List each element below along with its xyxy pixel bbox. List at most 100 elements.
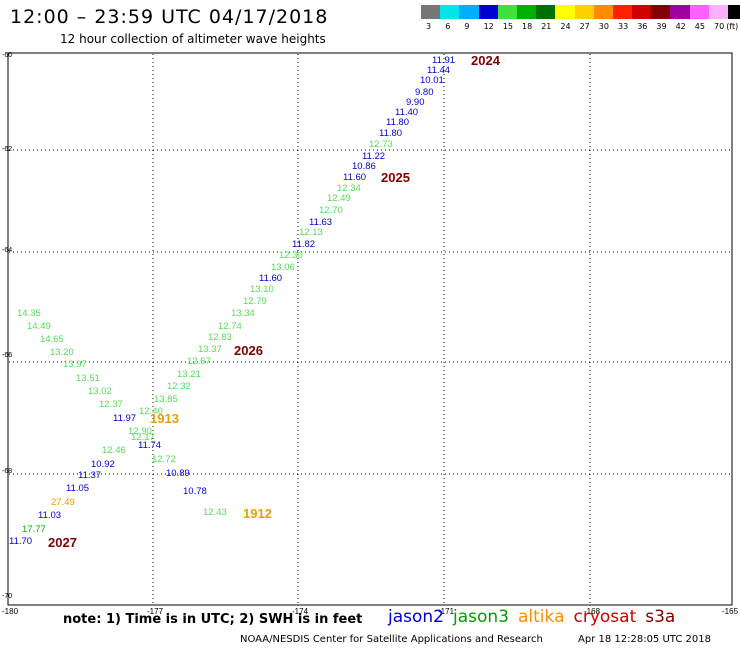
swh-value: 11.74 <box>138 440 161 451</box>
swh-value: 13.10 <box>250 284 274 295</box>
swh-value: 11.37 <box>78 470 101 481</box>
swh-value: 12.13 <box>299 227 323 238</box>
swh-value: 12.30 <box>279 250 303 261</box>
swh-value: 11.80 <box>379 128 402 139</box>
legend-swatch <box>612 5 633 19</box>
legend-swatch <box>632 5 652 19</box>
swh-value: 12.34 <box>337 183 361 194</box>
swh-value: 11.40 <box>395 107 418 118</box>
legend-swatch <box>555 5 575 19</box>
swh-value: 10.78 <box>183 486 207 497</box>
lon-tick-label: -177 <box>147 607 164 616</box>
legend-label: 70 <box>714 22 725 31</box>
lon-tick-label: -180 <box>2 607 19 616</box>
legend-swatch <box>728 5 740 19</box>
lat-tick-label: -64 <box>2 247 12 254</box>
axis-ticks: -180 -177 -174 -171 -168 -165 -60 -62 -64 -66 -68 -… <box>2 52 739 616</box>
swh-value: 10.01 <box>420 75 444 86</box>
swh-value: 11.63 <box>309 217 332 228</box>
legend-label: 24 <box>560 22 571 31</box>
swh-value: 12.83 <box>208 332 232 343</box>
swh-value: 12.70 <box>319 205 343 216</box>
legend-swatch <box>651 5 671 19</box>
swh-value: 12.74 <box>218 321 242 332</box>
satellite-s3a: s3a <box>645 607 676 627</box>
swh-value: 12.43 <box>203 507 227 518</box>
legend-label: 42 <box>675 22 686 31</box>
swh-value: 12.49 <box>327 193 351 204</box>
map-title: 12:00 – 23:59 UTC 04/17/2018 <box>10 6 329 28</box>
lon-tick-label: -171 <box>438 607 455 616</box>
swh-value: 11.97 <box>113 413 136 424</box>
legend-label: 21 <box>541 22 552 31</box>
legend-label: (ft) <box>726 22 739 31</box>
swh-value: 12.17 <box>131 432 155 443</box>
legend-swatch <box>516 5 537 19</box>
swh-value: 11.70 <box>9 536 32 547</box>
legend-swatch <box>440 5 460 19</box>
swh-value: 12.90 <box>128 426 152 437</box>
legend-label: 9 <box>464 22 470 31</box>
legend-swatch <box>459 5 479 19</box>
lat-tick-label: -70 <box>2 593 12 600</box>
swh-value: 13.85 <box>154 394 178 405</box>
legend-label: 6 <box>445 22 451 31</box>
legend-label: 27 <box>579 22 590 31</box>
swh-value: 13.20 <box>50 347 74 358</box>
satellite-jason2: jason2 <box>388 607 444 627</box>
swh-value: 9.80 <box>415 87 434 98</box>
swh-value: 13.21 <box>177 369 201 380</box>
swh-value: 11.44 <box>427 65 450 76</box>
swh-values: 11.9111.4410.019.809.9011.4011.8011.8012… <box>9 55 455 547</box>
swh-value: 13.37 <box>198 344 222 355</box>
time-label: 1913 <box>150 411 179 426</box>
swh-value: 12.32 <box>167 381 191 392</box>
lon-tick-label: -165 <box>722 607 739 616</box>
legend-swatch <box>574 5 594 19</box>
satellite-cryosat: cryosat <box>573 607 637 627</box>
swh-value: 9.90 <box>406 97 425 108</box>
swh-value: 11.82 <box>292 239 315 250</box>
legend-swatch <box>593 5 613 19</box>
swh-value: 12.46 <box>102 445 126 456</box>
time-label: 2025 <box>381 170 410 185</box>
swh-value: 10.89 <box>166 468 190 479</box>
swh-value: 13.97 <box>63 359 87 370</box>
swh-value: 11.22 <box>362 151 385 162</box>
legend-label: 36 <box>637 22 648 31</box>
swh-value: 12.67 <box>187 356 211 367</box>
lon-tick-label: -168 <box>584 607 601 616</box>
legend-swatch <box>670 5 690 19</box>
time-label: 1912 <box>243 506 272 521</box>
legend-label: 12 <box>483 22 494 31</box>
legend-label: 45 <box>694 22 705 31</box>
satellite-legend: jason2 jason3 altika cryosat s3a <box>388 607 684 627</box>
swh-value: 12.79 <box>243 296 267 307</box>
swh-value: 17.77 <box>22 524 46 535</box>
swh-value: 11.60 <box>343 172 366 183</box>
grid-lines <box>9 54 731 604</box>
lat-tick-label: -62 <box>2 146 12 153</box>
swh-value: 14.65 <box>40 334 64 345</box>
swh-value: 13.02 <box>88 386 112 397</box>
legend-swatch <box>708 5 728 19</box>
time-labels: 2024 2025 2026 1913 1912 2027 <box>48 53 501 550</box>
swh-value: 12.73 <box>369 139 393 150</box>
legend-label: 33 <box>618 22 629 31</box>
legend-swatch <box>536 5 556 19</box>
swh-value: 13.06 <box>271 262 295 273</box>
swh-value: 27.49 <box>51 497 75 508</box>
legend-swatch <box>478 5 498 19</box>
lat-tick-label: -66 <box>2 352 12 359</box>
lat-tick-label: -60 <box>2 52 12 59</box>
swh-value: 11.03 <box>38 510 61 521</box>
swh-value: 11.91 <box>432 55 455 66</box>
swh-value: 12.40 <box>139 406 163 417</box>
color-legend <box>421 5 740 19</box>
legend-label: 30 <box>598 22 609 31</box>
swh-value: 10.86 <box>352 161 376 172</box>
legend-label: 39 <box>656 22 667 31</box>
swh-value: 11.05 <box>66 483 89 494</box>
swh-value: 14.49 <box>27 321 51 332</box>
